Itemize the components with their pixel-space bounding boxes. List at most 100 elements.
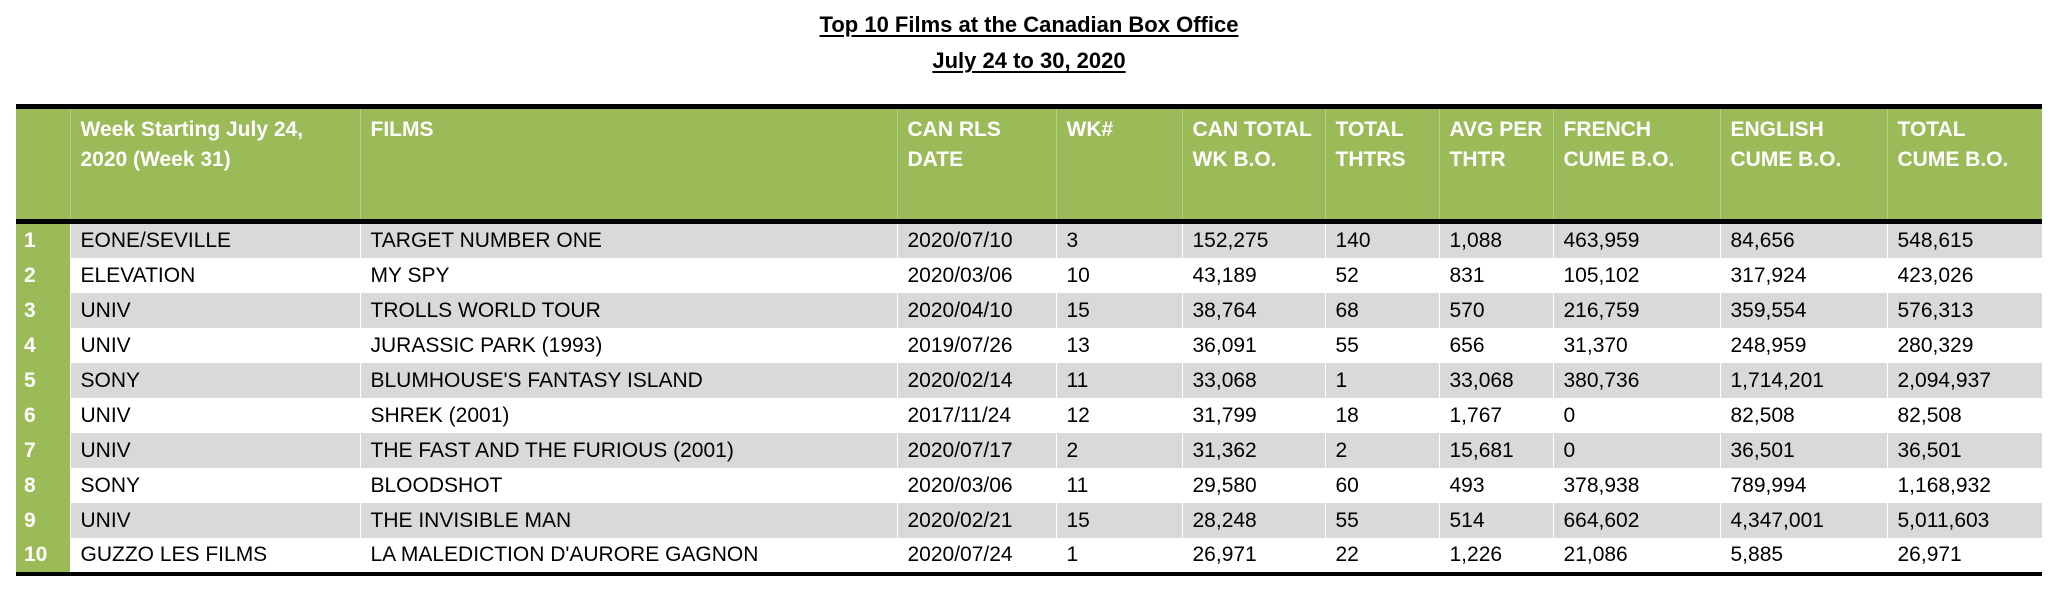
header-film: FILMS	[359, 106, 897, 224]
french-cume-cell: 105,102	[1552, 258, 1720, 293]
rank-cell: 4	[16, 328, 70, 363]
film-cell: TARGET NUMBER ONE	[359, 221, 897, 258]
rank-cell: 8	[16, 468, 70, 503]
rank-cell: 10	[16, 538, 70, 574]
english-cume-cell: 789,994	[1719, 468, 1887, 503]
table-row: 3 UNIV TROLLS WORLD TOUR 2020/04/10 15 3…	[16, 293, 2042, 328]
english-cume-cell: 317,924	[1719, 258, 1887, 293]
rank-cell: 5	[16, 363, 70, 398]
average-cell: 33,068	[1438, 363, 1553, 398]
weekend-cell: 36,091	[1181, 328, 1325, 363]
week-cell: 10	[1055, 258, 1182, 293]
distributor-cell: ELEVATION	[69, 258, 360, 293]
table-row: 10 GUZZO LES FILMS LA MALEDICTION D'AURO…	[16, 538, 2042, 574]
french-cume-cell: 380,736	[1552, 363, 1720, 398]
distributor-cell: UNIV	[69, 293, 360, 328]
film-cell: THE FAST AND THE FURIOUS (2001)	[359, 433, 897, 468]
total-cume-cell: 1,168,932	[1886, 468, 2042, 503]
week-cell: 15	[1055, 293, 1182, 328]
total-cume-cell: 423,026	[1886, 258, 2042, 293]
film-cell: SHREK (2001)	[359, 398, 897, 433]
theatres-cell: 60	[1324, 468, 1439, 503]
weekend-cell: 43,189	[1181, 258, 1325, 293]
header-total-cume: TOTAL CUME B.O.	[1886, 106, 2042, 224]
page-title: Top 10 Films at the Canadian Box Office	[0, 10, 2058, 40]
english-cume-cell: 84,656	[1719, 221, 1887, 258]
table-header-row: Week Starting July 24, 2020 (Week 31) FI…	[16, 106, 2042, 224]
weekend-cell: 28,248	[1181, 503, 1325, 538]
week-cell: 11	[1055, 468, 1182, 503]
page-subtitle-text: July 24 to 30, 2020	[932, 48, 1126, 73]
box-office-table: Week Starting July 24, 2020 (Week 31) FI…	[16, 104, 2042, 576]
average-cell: 570	[1438, 293, 1553, 328]
average-cell: 656	[1438, 328, 1553, 363]
film-cell: MY SPY	[359, 258, 897, 293]
release-date-cell: 2019/07/26	[896, 328, 1056, 363]
header-total-theatres: TOTAL THTRS	[1324, 106, 1439, 224]
theatres-cell: 18	[1324, 398, 1439, 433]
weekend-cell: 31,362	[1181, 433, 1325, 468]
release-date-cell: 2020/04/10	[896, 293, 1056, 328]
release-date-cell: 2020/03/06	[896, 258, 1056, 293]
english-cume-cell: 82,508	[1719, 398, 1887, 433]
week-cell: 11	[1055, 363, 1182, 398]
french-cume-cell: 0	[1552, 398, 1720, 433]
total-cume-cell: 576,313	[1886, 293, 2042, 328]
french-cume-cell: 463,959	[1552, 221, 1720, 258]
total-cume-cell: 5,011,603	[1886, 503, 2042, 538]
week-cell: 3	[1055, 221, 1182, 258]
average-cell: 831	[1438, 258, 1553, 293]
table-row: 4 UNIV JURASSIC PARK (1993) 2019/07/26 1…	[16, 328, 2042, 363]
page-title-text: Top 10 Films at the Canadian Box Office	[819, 12, 1239, 37]
film-cell: LA MALEDICTION D'AURORE GAGNON	[359, 538, 897, 574]
theatres-cell: 22	[1324, 538, 1439, 574]
rank-cell: 7	[16, 433, 70, 468]
english-cume-cell: 36,501	[1719, 433, 1887, 468]
total-cume-cell: 2,094,937	[1886, 363, 2042, 398]
film-cell: TROLLS WORLD TOUR	[359, 293, 897, 328]
header-weekend-box-office: CAN TOTAL WK B.O.	[1181, 106, 1325, 224]
english-cume-cell: 248,959	[1719, 328, 1887, 363]
film-cell: JURASSIC PARK (1993)	[359, 328, 897, 363]
distributor-cell: GUZZO LES FILMS	[69, 538, 360, 574]
header-french-cume: FRENCH CUME B.O.	[1552, 106, 1720, 224]
film-cell: BLOODSHOT	[359, 468, 897, 503]
rank-cell: 3	[16, 293, 70, 328]
weekend-cell: 31,799	[1181, 398, 1325, 433]
weekend-cell: 26,971	[1181, 538, 1325, 574]
table-row: 7 UNIV THE FAST AND THE FURIOUS (2001) 2…	[16, 433, 2042, 468]
rank-cell: 9	[16, 503, 70, 538]
theatres-cell: 1	[1324, 363, 1439, 398]
average-cell: 15,681	[1438, 433, 1553, 468]
average-cell: 1,767	[1438, 398, 1553, 433]
total-cume-cell: 280,329	[1886, 328, 2042, 363]
week-cell: 15	[1055, 503, 1182, 538]
rank-cell: 1	[16, 221, 70, 258]
rank-cell: 2	[16, 258, 70, 293]
table-row: 5 SONY BLUMHOUSE'S FANTASY ISLAND 2020/0…	[16, 363, 2042, 398]
total-cume-cell: 36,501	[1886, 433, 2042, 468]
average-cell: 493	[1438, 468, 1553, 503]
header-week-number: WK#	[1055, 106, 1182, 224]
release-date-cell: 2020/02/14	[896, 363, 1056, 398]
french-cume-cell: 31,370	[1552, 328, 1720, 363]
release-date-cell: 2020/07/10	[896, 221, 1056, 258]
french-cume-cell: 664,602	[1552, 503, 1720, 538]
average-cell: 1,226	[1438, 538, 1553, 574]
week-cell: 1	[1055, 538, 1182, 574]
english-cume-cell: 359,554	[1719, 293, 1887, 328]
film-cell: BLUMHOUSE'S FANTASY ISLAND	[359, 363, 897, 398]
table-row: 9 UNIV THE INVISIBLE MAN 2020/02/21 15 2…	[16, 503, 2042, 538]
rank-cell: 6	[16, 398, 70, 433]
release-date-cell: 2020/07/24	[896, 538, 1056, 574]
weekend-cell: 29,580	[1181, 468, 1325, 503]
theatres-cell: 55	[1324, 328, 1439, 363]
french-cume-cell: 216,759	[1552, 293, 1720, 328]
theatres-cell: 55	[1324, 503, 1439, 538]
distributor-cell: EONE/SEVILLE	[69, 221, 360, 258]
theatres-cell: 52	[1324, 258, 1439, 293]
release-date-cell: 2020/02/21	[896, 503, 1056, 538]
table-row: 8 SONY BLOODSHOT 2020/03/06 11 29,580 60…	[16, 468, 2042, 503]
weekend-cell: 152,275	[1181, 221, 1325, 258]
theatres-cell: 68	[1324, 293, 1439, 328]
